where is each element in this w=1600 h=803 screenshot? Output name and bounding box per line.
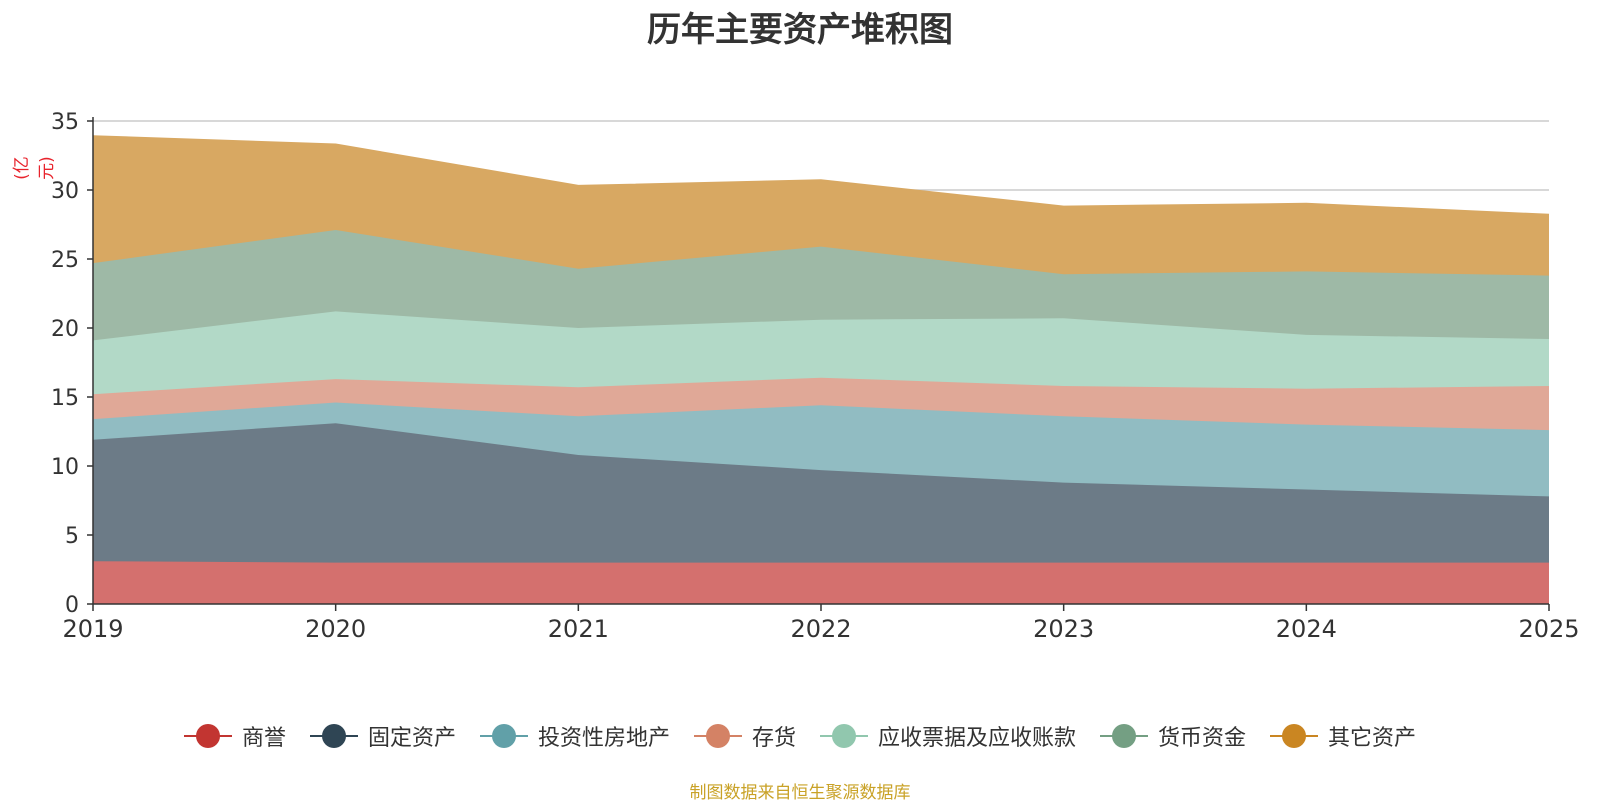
legend-marker-icon <box>479 724 528 748</box>
legend-item-3[interactable]: 存货 <box>693 720 796 752</box>
legend-item-0[interactable]: 商誉 <box>183 720 286 752</box>
area-series-0[interactable] <box>93 561 1549 604</box>
legend-label: 货币资金 <box>1158 726 1247 751</box>
area-series-5[interactable] <box>93 230 1549 341</box>
legend-marker-icon <box>309 724 358 748</box>
legend-marker-icon <box>1270 724 1319 748</box>
area-series-line-6 <box>92 135 1550 216</box>
y-tick-label: 30 <box>51 179 79 204</box>
chart-title: 历年主要资产堆积图 <box>647 10 953 50</box>
legend-item-4[interactable]: 应收票据及应收账款 <box>820 720 1076 752</box>
x-tick-label: 2022 <box>790 615 851 643</box>
legend-item-6[interactable]: 其它资产 <box>1270 720 1416 752</box>
y-tick-label: 0 <box>65 593 79 618</box>
x-tick-label: 2019 <box>62 615 123 643</box>
legend-label: 应收票据及应收账款 <box>878 726 1077 751</box>
legend-marker-icon <box>693 724 742 748</box>
y-tick-label: 5 <box>65 524 79 549</box>
y-tick-label: 25 <box>51 248 79 273</box>
area-series-2[interactable] <box>93 402 1549 497</box>
y-tick-label: 35 <box>51 110 79 135</box>
data-source-note: 制图数据来自恒生聚源数据库 <box>689 783 911 803</box>
legend-label: 固定资产 <box>367 726 456 751</box>
area-series-1[interactable] <box>93 423 1549 563</box>
area-series-4[interactable] <box>93 311 1549 395</box>
x-tick-label: 2021 <box>548 615 609 643</box>
legend-marker-icon <box>820 724 868 748</box>
area-series <box>92 135 1550 604</box>
legend-marker-icon <box>183 724 232 748</box>
x-tick-label: 2023 <box>1033 615 1094 643</box>
legend-label: 投资性房地产 <box>537 726 670 751</box>
y-tick-label: 10 <box>51 455 79 480</box>
chart-legend: 商誉 固定资产 投资性房地产 存货 应收票据及应收账款 货币资金 其它资产 <box>0 718 1600 754</box>
legend-label: 存货 <box>751 726 796 751</box>
legend-label: 商誉 <box>241 726 286 751</box>
legend-item-5[interactable]: 货币资金 <box>1100 720 1246 752</box>
x-tick-label: 2020 <box>305 615 366 643</box>
area-series-6[interactable] <box>93 136 1549 276</box>
y-tick-label: 20 <box>51 317 79 342</box>
legend-item-1[interactable]: 固定资产 <box>309 720 456 752</box>
y-tick-label: 15 <box>51 386 79 411</box>
area-series-3[interactable] <box>93 377 1549 431</box>
legend-item-2[interactable]: 投资性房地产 <box>479 720 670 752</box>
legend-label: 其它资产 <box>1328 726 1417 751</box>
legend-marker-icon <box>1100 724 1149 748</box>
x-tick-label: 2024 <box>1276 615 1337 643</box>
x-tick-label: 2025 <box>1518 615 1579 643</box>
